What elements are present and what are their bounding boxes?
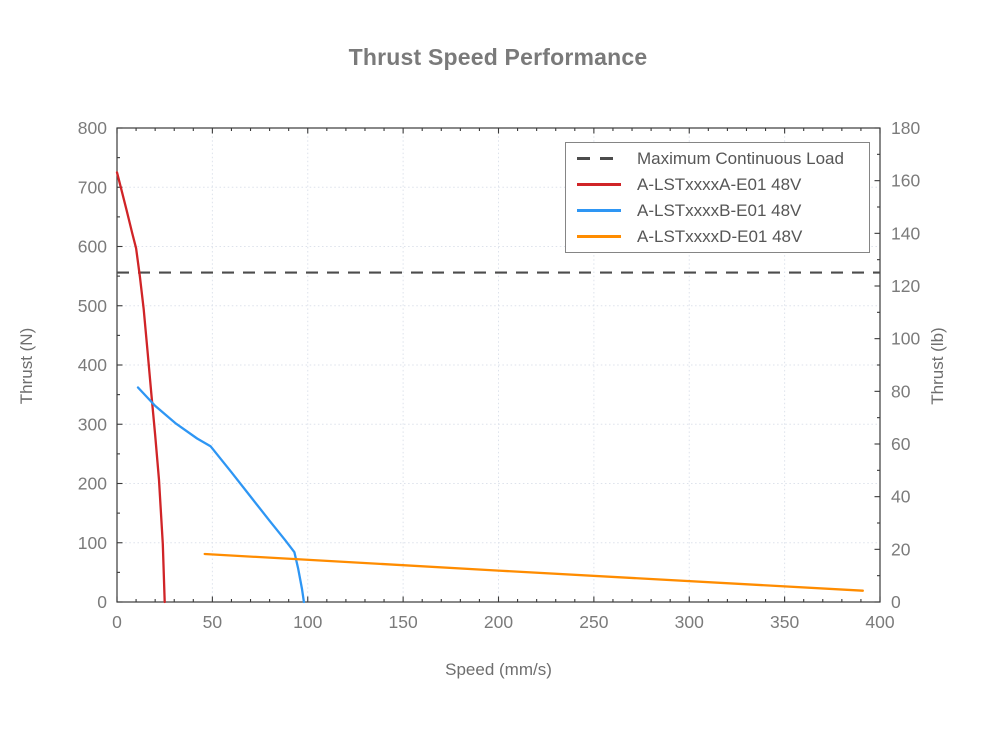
y-tick-label-left: 200 — [78, 474, 107, 494]
y-tick-label-right: 100 — [891, 329, 920, 349]
x-tick-label: 300 — [675, 612, 704, 632]
x-tick-label: 350 — [770, 612, 799, 632]
legend-item-max-load: Maximum Continuous Load — [566, 146, 869, 172]
legend-line-sample-dashed — [577, 157, 621, 160]
y-tick-label-right: 120 — [891, 276, 920, 296]
y-axis-label-left: Thrust (N) — [17, 327, 36, 405]
y-tick-label-left: 0 — [97, 592, 107, 612]
y-tick-label-left: 700 — [78, 177, 107, 197]
chart-title: Thrust Speed Performance — [348, 44, 648, 70]
y-tick-label-right: 60 — [891, 434, 911, 454]
y-tick-label-left: 500 — [78, 296, 107, 316]
legend-item-series-d: A-LSTxxxxD-E01 48V — [566, 224, 869, 250]
x-tick-label: 0 — [112, 612, 122, 632]
x-tick-label: 50 — [203, 612, 223, 632]
y-axis-label-right: Thrust (lb) — [928, 327, 947, 405]
x-axis-label: Speed (mm/s) — [445, 660, 552, 679]
y-tick-label-left: 300 — [78, 414, 107, 434]
series-line-2 — [203, 552, 864, 592]
y-tick-label-right: 80 — [891, 381, 911, 401]
legend-label: A-LSTxxxxB-E01 48V — [637, 200, 802, 220]
legend: Maximum Continuous Load A-LSTxxxxA-E01 4… — [565, 142, 870, 253]
legend-line-sample-blue — [577, 209, 621, 212]
y-tick-label-right: 180 — [891, 118, 920, 138]
y-tick-label-left: 800 — [78, 118, 107, 138]
y-tick-label-left: 400 — [78, 355, 107, 375]
series-line-0 — [115, 171, 166, 604]
x-tick-label: 200 — [484, 612, 513, 632]
series-line-1 — [136, 386, 306, 604]
x-tick-label: 150 — [389, 612, 418, 632]
x-tick-label: 100 — [293, 612, 322, 632]
legend-label: Maximum Continuous Load — [637, 148, 844, 168]
legend-line-sample-red — [577, 183, 621, 186]
y-tick-label-left: 600 — [78, 237, 107, 257]
legend-line-sample-orange — [577, 235, 621, 238]
y-tick-label-right: 40 — [891, 487, 911, 507]
legend-item-series-b: A-LSTxxxxB-E01 48V — [566, 198, 869, 224]
y-tick-label-right: 140 — [891, 223, 920, 243]
legend-label: A-LSTxxxxD-E01 48V — [637, 226, 803, 246]
y-tick-label-right: 20 — [891, 539, 911, 559]
y-tick-label-right: 0 — [891, 592, 901, 612]
x-tick-label: 400 — [865, 612, 894, 632]
legend-label: A-LSTxxxxA-E01 48V — [637, 174, 802, 194]
x-tick-label: 250 — [579, 612, 608, 632]
y-tick-label-left: 100 — [78, 533, 107, 553]
legend-item-series-a: A-LSTxxxxA-E01 48V — [566, 172, 869, 198]
y-tick-label-right: 160 — [891, 171, 920, 191]
